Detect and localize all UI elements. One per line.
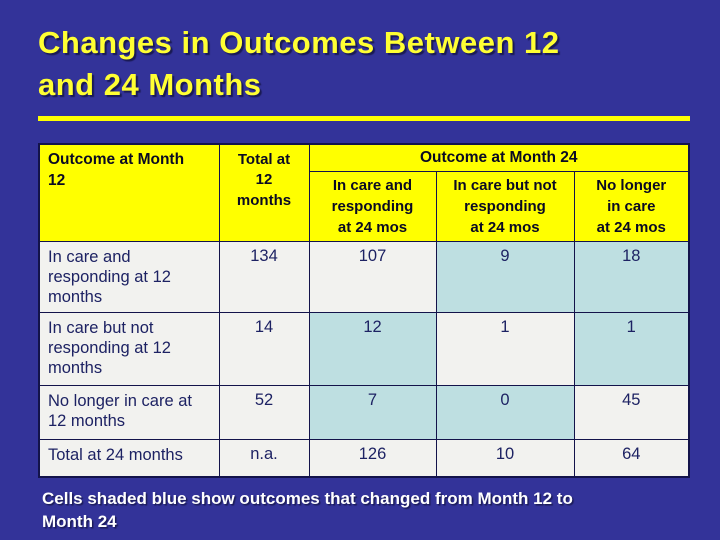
total-cell: n.a. <box>218 438 310 478</box>
table-row: In care and responding at 12 months 134 … <box>38 240 690 313</box>
total-cell: 14 <box>218 311 310 386</box>
data-cell: 12 <box>308 311 437 386</box>
header-total-at-12-months: Total at 12 months <box>218 143 310 242</box>
table-row: Total at 24 months n.a. 126 10 64 <box>38 438 690 478</box>
header-outcome-at-month-12: Outcome at Month 12 <box>38 143 220 242</box>
outcomes-table: Outcome at Month 12 Total at 12 months O… <box>38 143 691 479</box>
table-row: No longer in care at 12 months 52 7 0 45 <box>38 384 690 440</box>
header-outcome-at-month-24: Outcome at Month 24 <box>308 143 690 172</box>
row-label: Total at 24 months <box>38 438 220 478</box>
slide-title-line-1: Changes in Outcomes Between 12 <box>38 25 560 60</box>
data-cell: 18 <box>573 240 690 313</box>
subheader-in-care-not-responding: In care but not responding at 24 mos <box>435 170 575 242</box>
subheader-no-longer-in-care: No longer in care at 24 mos <box>573 170 690 242</box>
data-cell: 10 <box>435 438 575 478</box>
subheader-in-care-responding: In care and responding at 24 mos <box>308 170 437 242</box>
slide-title-line-2: and 24 Months <box>38 67 262 102</box>
row-label: In care and responding at 12 months <box>38 240 220 313</box>
slide-title: Changes in Outcomes Between 12 and 24 Mo… <box>38 22 698 106</box>
data-cell: 0 <box>435 384 575 440</box>
data-cell: 107 <box>308 240 437 313</box>
data-cell: 1 <box>435 311 575 386</box>
row-label: In care but not responding at 12 months <box>38 311 220 386</box>
data-cell: 7 <box>308 384 437 440</box>
data-cell: 126 <box>308 438 437 478</box>
row-label: No longer in care at 12 months <box>38 384 220 440</box>
total-cell: 52 <box>218 384 310 440</box>
total-cell: 134 <box>218 240 310 313</box>
data-cell: 1 <box>573 311 690 386</box>
data-cell: 64 <box>573 438 690 478</box>
data-cell: 9 <box>435 240 575 313</box>
data-cell: 45 <box>573 384 690 440</box>
footnote: Cells shaded blue show outcomes that cha… <box>42 489 573 531</box>
title-underline <box>38 116 690 121</box>
table-row: In care but not responding at 12 months … <box>38 311 690 386</box>
